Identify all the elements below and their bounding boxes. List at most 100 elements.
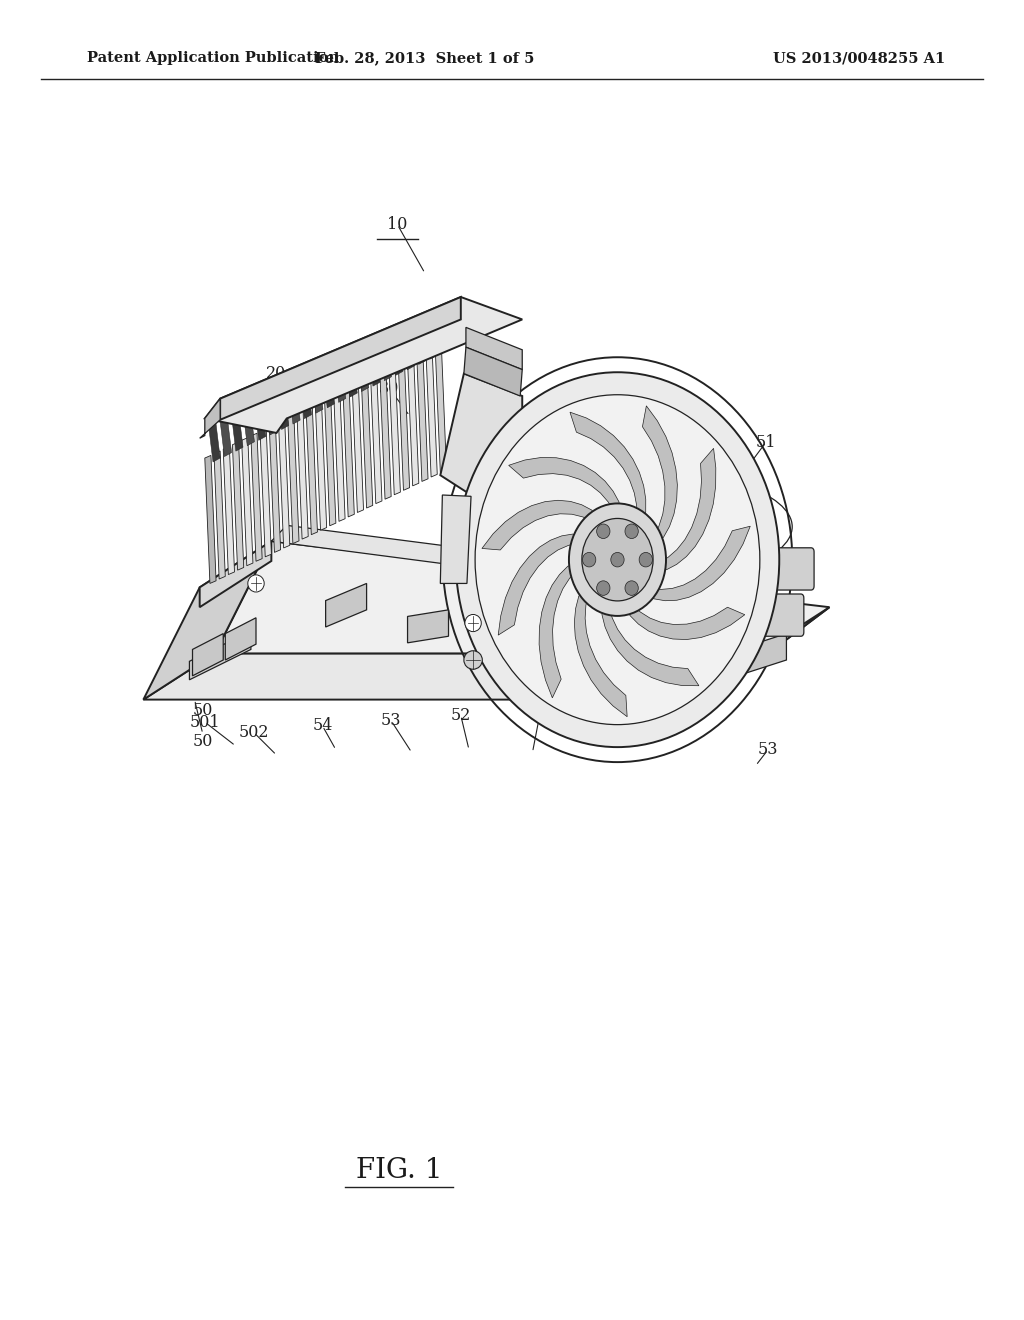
Polygon shape [499, 535, 590, 635]
Text: FIG. 1: FIG. 1 [356, 1158, 442, 1184]
Text: US 2013/0048255 A1: US 2013/0048255 A1 [773, 51, 945, 65]
Ellipse shape [597, 524, 610, 539]
Polygon shape [509, 458, 620, 523]
Text: 53: 53 [381, 713, 401, 729]
Polygon shape [398, 362, 410, 490]
Ellipse shape [625, 524, 638, 539]
Polygon shape [379, 334, 391, 380]
Polygon shape [426, 348, 437, 477]
Polygon shape [648, 449, 716, 570]
Ellipse shape [610, 553, 624, 568]
Polygon shape [220, 297, 461, 420]
Polygon shape [279, 420, 290, 548]
FancyBboxPatch shape [753, 594, 804, 636]
Polygon shape [288, 416, 299, 544]
Text: 201: 201 [514, 425, 545, 441]
Polygon shape [193, 634, 223, 676]
Polygon shape [402, 323, 415, 370]
Polygon shape [230, 405, 243, 451]
Ellipse shape [456, 372, 779, 747]
Polygon shape [356, 346, 369, 392]
Text: 502: 502 [239, 725, 269, 741]
Polygon shape [223, 446, 234, 574]
Ellipse shape [583, 553, 596, 568]
Polygon shape [343, 389, 354, 517]
Polygon shape [200, 541, 271, 607]
Text: 54: 54 [312, 718, 333, 734]
Text: 50: 50 [193, 734, 213, 750]
Polygon shape [696, 607, 829, 700]
Text: 40: 40 [627, 455, 647, 471]
Polygon shape [265, 388, 278, 434]
Polygon shape [466, 327, 522, 370]
Polygon shape [641, 527, 751, 601]
Polygon shape [288, 378, 300, 424]
Ellipse shape [597, 581, 610, 595]
Polygon shape [334, 356, 346, 403]
Polygon shape [408, 610, 449, 643]
Polygon shape [232, 442, 244, 570]
Polygon shape [143, 541, 271, 700]
Ellipse shape [569, 503, 666, 616]
FancyBboxPatch shape [763, 548, 814, 590]
Polygon shape [642, 405, 677, 545]
Polygon shape [323, 362, 335, 408]
Polygon shape [205, 455, 216, 583]
Ellipse shape [464, 651, 482, 669]
Polygon shape [219, 411, 231, 457]
Polygon shape [254, 395, 266, 441]
Polygon shape [260, 429, 271, 557]
Polygon shape [539, 564, 587, 698]
Polygon shape [408, 358, 419, 486]
Text: Patent Application Publication: Patent Application Publication [87, 51, 339, 65]
Polygon shape [380, 371, 391, 499]
Polygon shape [326, 583, 367, 627]
Polygon shape [269, 424, 281, 552]
Polygon shape [414, 318, 426, 364]
Polygon shape [271, 525, 645, 587]
Ellipse shape [465, 614, 481, 632]
Ellipse shape [639, 581, 655, 599]
Text: 20: 20 [266, 366, 287, 381]
Polygon shape [299, 372, 311, 418]
Text: Feb. 28, 2013  Sheet 1 of 5: Feb. 28, 2013 Sheet 1 of 5 [315, 51, 535, 65]
Polygon shape [745, 634, 786, 673]
Polygon shape [225, 618, 256, 660]
Text: 501: 501 [189, 714, 220, 730]
Polygon shape [440, 374, 522, 495]
Polygon shape [143, 653, 768, 700]
Text: 50: 50 [193, 702, 213, 718]
Text: 52: 52 [451, 708, 471, 723]
Polygon shape [189, 631, 251, 680]
Polygon shape [205, 297, 522, 433]
Polygon shape [602, 594, 699, 685]
Polygon shape [242, 438, 253, 566]
Ellipse shape [475, 395, 760, 725]
Polygon shape [361, 380, 373, 508]
Polygon shape [306, 407, 317, 535]
Polygon shape [425, 313, 437, 359]
Text: 53: 53 [758, 742, 778, 758]
Text: 30: 30 [379, 380, 399, 396]
Polygon shape [310, 367, 323, 413]
Polygon shape [417, 354, 428, 482]
Polygon shape [440, 495, 471, 583]
Polygon shape [391, 329, 403, 375]
Polygon shape [482, 500, 601, 550]
Polygon shape [389, 367, 400, 495]
Polygon shape [371, 376, 382, 504]
Polygon shape [435, 345, 446, 473]
Polygon shape [251, 433, 262, 561]
Text: 10: 10 [387, 216, 408, 232]
Polygon shape [325, 397, 336, 525]
Polygon shape [345, 351, 357, 397]
Polygon shape [626, 595, 744, 639]
Polygon shape [297, 411, 308, 539]
Polygon shape [276, 383, 289, 429]
Polygon shape [208, 416, 220, 462]
Polygon shape [352, 384, 364, 512]
Polygon shape [214, 451, 225, 579]
Polygon shape [215, 541, 829, 653]
Polygon shape [368, 341, 380, 387]
Ellipse shape [639, 553, 652, 568]
